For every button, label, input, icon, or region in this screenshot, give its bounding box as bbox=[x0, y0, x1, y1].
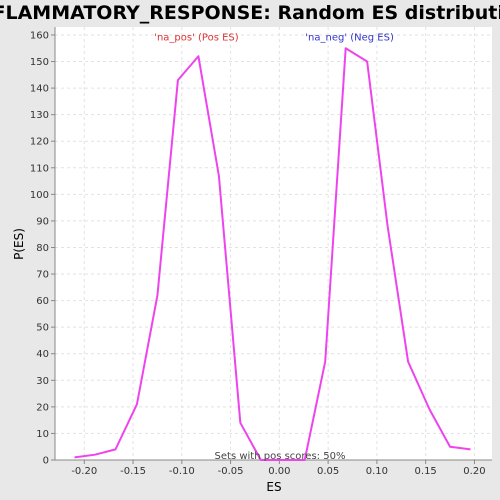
y-tick-label: 150 bbox=[30, 57, 49, 68]
x-tick-label: 0.05 bbox=[317, 466, 339, 477]
y-tick-label: 140 bbox=[30, 84, 49, 95]
x-tick-label: 0.20 bbox=[463, 466, 485, 477]
y-tick-label: 60 bbox=[36, 296, 49, 307]
distribution-line bbox=[74, 47, 471, 461]
x-tick-label: 0.10 bbox=[366, 466, 388, 477]
x-tick-label: -0.10 bbox=[169, 466, 195, 477]
y-tick-label: 100 bbox=[30, 190, 49, 201]
x-tick-label: -0.20 bbox=[71, 466, 97, 477]
y-ticks: 0 10 20 30 40 50 60 70 80 90 100 110 120 130 140 150 160 bbox=[30, 30, 55, 467]
y-tick-label: 160 bbox=[30, 30, 49, 41]
x-tick-label: 0.00 bbox=[268, 466, 290, 477]
y-tick-label: 120 bbox=[30, 137, 49, 148]
footnote: Sets with pos scores: 50% bbox=[215, 451, 346, 462]
annotation-label: 'na_neg' (Neg ES) bbox=[305, 32, 394, 43]
y-tick-label: 40 bbox=[36, 349, 49, 360]
plot-background bbox=[55, 27, 492, 460]
x-tick-label: 0.15 bbox=[415, 466, 437, 477]
x-axis-label: ES bbox=[266, 480, 281, 494]
y-tick-label: 0 bbox=[43, 456, 49, 467]
y-tick-label: 70 bbox=[36, 270, 49, 281]
y-tick-label: 80 bbox=[36, 243, 49, 254]
y-tick-label: 110 bbox=[30, 163, 49, 174]
x-tick-label: -0.15 bbox=[120, 466, 146, 477]
x-ticks: -0.20 -0.15 -0.10 -0.05 0.00 0.05 0.10 0.15 0.20 bbox=[71, 460, 486, 477]
y-axis-label: P(ES) bbox=[12, 228, 26, 260]
y-tick-label: 20 bbox=[36, 402, 49, 413]
y-tick-label: 130 bbox=[30, 110, 49, 121]
chart-title: INFLAMMATORY_RESPONSE: Random ES distrib… bbox=[0, 2, 500, 24]
y-tick-label: 30 bbox=[36, 376, 49, 387]
annotations: 'na_pos' (Pos ES) 'na_neg' (Neg ES) bbox=[154, 32, 394, 43]
series bbox=[74, 47, 471, 461]
y-tick-label: 90 bbox=[36, 216, 49, 227]
grid bbox=[55, 27, 492, 461]
annotation-label: 'na_pos' (Pos ES) bbox=[154, 32, 239, 43]
y-tick-label: 50 bbox=[36, 323, 49, 334]
y-tick-label: 10 bbox=[36, 429, 49, 440]
x-tick-label: -0.05 bbox=[218, 466, 244, 477]
